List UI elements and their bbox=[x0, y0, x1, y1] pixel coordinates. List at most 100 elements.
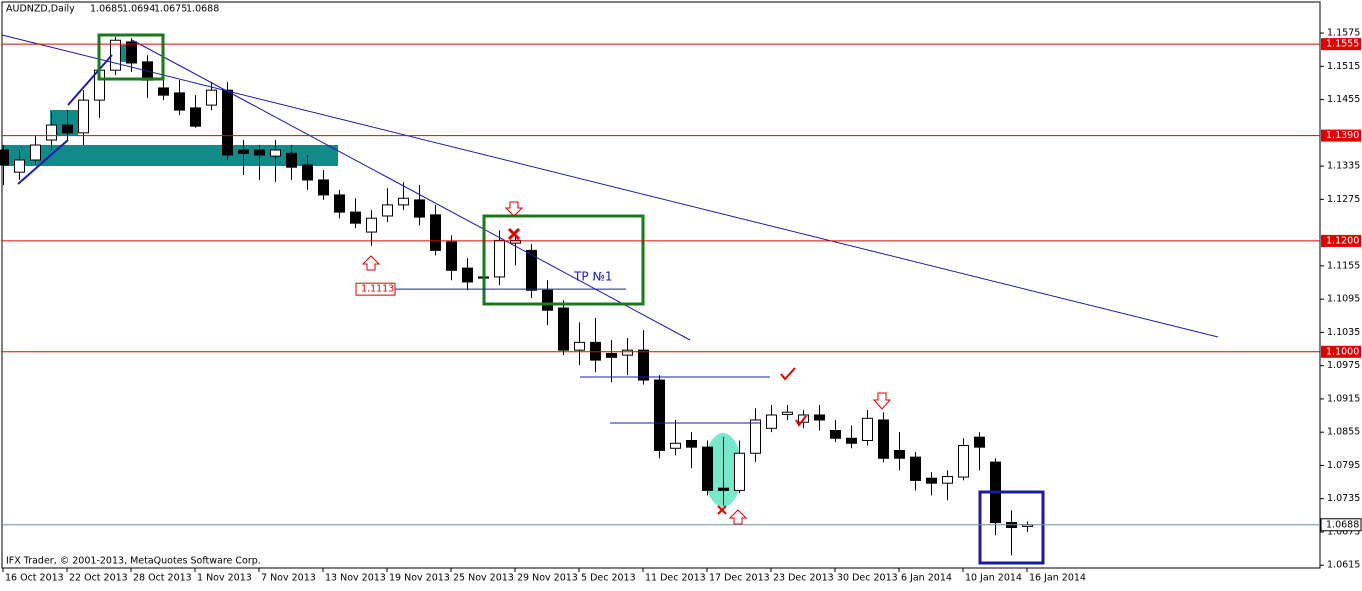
up-arrow bbox=[728, 509, 748, 525]
candle-body bbox=[638, 349, 649, 381]
x-tick-label: 19 Nov 2013 bbox=[389, 573, 450, 584]
candle-body bbox=[766, 414, 777, 429]
level-label: 1.1555 bbox=[1326, 39, 1359, 50]
y-tick-label: 1.0915 bbox=[1327, 393, 1360, 404]
green-box bbox=[482, 214, 645, 306]
candle-body bbox=[606, 352, 617, 358]
candle-body bbox=[446, 241, 457, 271]
y-tick-label: 1.1335 bbox=[1327, 161, 1360, 172]
x-tick-label: 16 Jan 2014 bbox=[1029, 573, 1086, 584]
plot-border bbox=[1, 1, 1321, 569]
x-tick-label: 7 Nov 2013 bbox=[261, 573, 316, 584]
y-tick-label: 1.1095 bbox=[1327, 294, 1360, 305]
y-tick-label: 1.0735 bbox=[1327, 493, 1360, 504]
candle-body bbox=[14, 159, 25, 173]
blue-box bbox=[978, 490, 1045, 565]
x-tick-label: 29 Nov 2013 bbox=[517, 573, 578, 584]
candle-body bbox=[270, 149, 281, 157]
x-tick-label: 28 Oct 2013 bbox=[133, 573, 192, 584]
y-tick-label: 1.1035 bbox=[1327, 327, 1360, 338]
tp-text: TP №1 bbox=[573, 270, 613, 284]
candle-body bbox=[126, 41, 137, 64]
price-label: 1.0688 bbox=[1326, 519, 1359, 530]
candle-body bbox=[686, 439, 697, 448]
x-tick-label: 1 Nov 2013 bbox=[197, 573, 252, 584]
level-label-box bbox=[1321, 38, 1361, 51]
y-tick-label: 1.0675 bbox=[1327, 526, 1360, 537]
tp-label: 1.1113 bbox=[361, 284, 394, 295]
candle-body bbox=[254, 149, 265, 156]
candle-body bbox=[718, 487, 729, 491]
candle-body bbox=[414, 199, 425, 218]
x-mark bbox=[717, 505, 727, 515]
level-label-box bbox=[1321, 129, 1361, 142]
x-tick-label: 5 Dec 2013 bbox=[581, 573, 636, 584]
candle-body bbox=[574, 341, 585, 351]
ohlc-high: 1.0694 bbox=[122, 4, 155, 15]
tp-label-box bbox=[355, 282, 396, 296]
annotations bbox=[1, 33, 1219, 565]
candle-body bbox=[782, 411, 793, 415]
ohlc-open: 1.0685 bbox=[90, 4, 123, 15]
candle-body bbox=[222, 89, 233, 156]
candle-body bbox=[350, 211, 361, 224]
candle-body bbox=[926, 477, 937, 484]
down-arrow bbox=[504, 201, 524, 217]
candle-body bbox=[942, 476, 953, 484]
down-arrow bbox=[872, 392, 892, 410]
x-mark bbox=[507, 227, 521, 241]
candle-body bbox=[78, 99, 89, 134]
candle-body bbox=[830, 430, 841, 439]
level-label: 1.1000 bbox=[1326, 346, 1359, 357]
x-tick-label: 17 Dec 2013 bbox=[709, 573, 770, 584]
candle-body bbox=[542, 289, 553, 311]
x-tick-label: 16 Oct 2013 bbox=[5, 573, 64, 584]
candle-body bbox=[702, 446, 713, 491]
candle-body bbox=[366, 217, 377, 233]
trend-line bbox=[1, 34, 1219, 338]
x-tick-label: 10 Jan 2014 bbox=[965, 573, 1022, 584]
candle-body bbox=[622, 349, 633, 356]
x-tick-label: 22 Oct 2013 bbox=[69, 573, 128, 584]
candle-body bbox=[494, 239, 505, 278]
candle-body bbox=[878, 419, 889, 459]
y-tick-label: 1.1275 bbox=[1327, 194, 1360, 205]
candle-body bbox=[0, 149, 9, 166]
candle-body bbox=[750, 419, 761, 454]
trend-line bbox=[17, 139, 69, 185]
y-tick-label: 1.0975 bbox=[1327, 360, 1360, 371]
level-label-box bbox=[1321, 345, 1361, 358]
candle-body bbox=[158, 87, 169, 96]
trend-line bbox=[131, 39, 691, 341]
y-tick-label: 1.0855 bbox=[1327, 427, 1360, 438]
x-tick-label: 6 Jan 2014 bbox=[901, 573, 952, 584]
candle-body bbox=[910, 456, 921, 481]
candle-body bbox=[190, 107, 201, 127]
candle-body bbox=[238, 149, 249, 154]
candle-body bbox=[382, 204, 393, 217]
candle-body bbox=[974, 436, 985, 448]
candle-body bbox=[734, 452, 745, 491]
candle-body bbox=[62, 124, 73, 134]
x-tick-label: 25 Nov 2013 bbox=[453, 573, 514, 584]
trend-line bbox=[67, 54, 113, 106]
footer: IFX Trader, © 2001-2013, MetaQuotes Soft… bbox=[6, 556, 261, 567]
candle-body bbox=[334, 194, 345, 213]
price-label-box bbox=[1320, 518, 1362, 532]
up-arrow bbox=[361, 255, 381, 271]
x-tick-label: 23 Dec 2013 bbox=[773, 573, 834, 584]
candle-body bbox=[206, 89, 217, 106]
candle-body bbox=[302, 164, 313, 181]
candle-body bbox=[510, 239, 521, 244]
green-box bbox=[97, 33, 165, 81]
candle-body bbox=[846, 437, 857, 444]
candle-body bbox=[590, 341, 601, 361]
chart-title: AUDNZD,Daily bbox=[6, 4, 75, 15]
ohlc-close: 1.0688 bbox=[186, 4, 219, 15]
candle-body bbox=[30, 144, 41, 161]
y-tick-label: 1.0795 bbox=[1327, 460, 1360, 471]
candle-body bbox=[558, 307, 569, 351]
check-mark bbox=[780, 367, 796, 381]
